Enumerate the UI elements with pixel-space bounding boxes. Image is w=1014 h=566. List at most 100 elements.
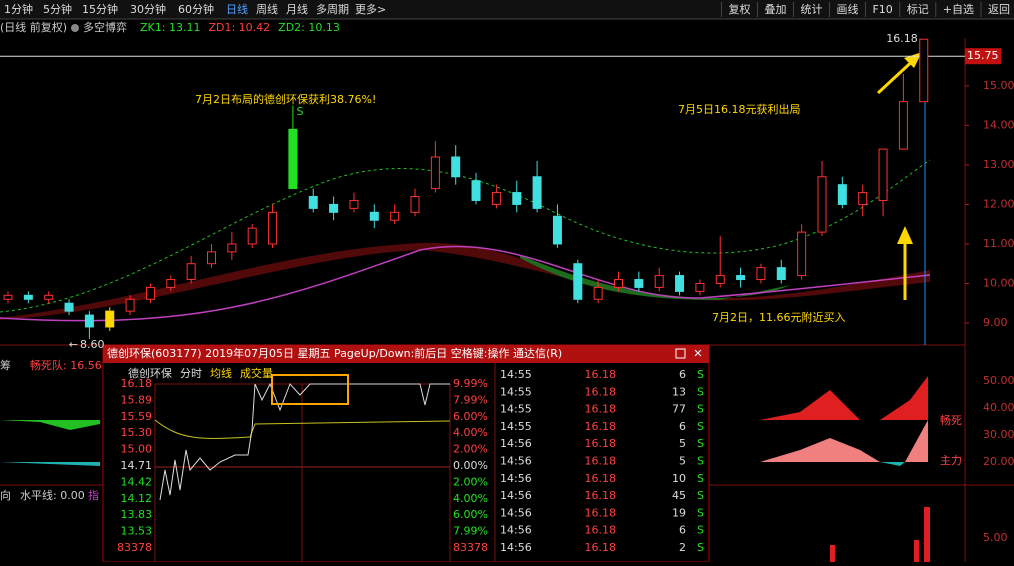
volume-bar [830, 545, 835, 562]
toolbar-button[interactable]: +自选 [943, 3, 974, 16]
candle-body [837, 184, 847, 205]
candle-body [451, 156, 461, 178]
panel-label: 畅死队: 16.56 [30, 358, 102, 372]
popup-left-tick: 13.53 [121, 525, 153, 538]
trade-price: 16.18 [585, 506, 617, 519]
panel-label: 畅死 [940, 413, 962, 427]
period-tab[interactable]: 多周期 [316, 2, 349, 16]
trade-price: 16.18 [585, 541, 617, 554]
trade-time: 14:56 [500, 455, 532, 468]
indicator-area [905, 420, 928, 462]
trade-time: 14:55 [500, 420, 532, 433]
trade-time: 14:56 [500, 541, 532, 554]
volume-bar [914, 540, 919, 562]
trade-side: S [697, 489, 704, 502]
candle-body [512, 192, 522, 205]
candle-body [491, 192, 501, 205]
trade-side: S [697, 541, 704, 554]
avg-line [154, 419, 451, 439]
popup-tab[interactable]: 分时 [180, 367, 202, 380]
candle-body [878, 148, 888, 201]
candle-body [736, 275, 746, 281]
trade-side: S [697, 455, 704, 468]
toolbar-button[interactable]: 统计 [800, 3, 822, 16]
panel-label: 向 [0, 488, 11, 502]
candle-body [105, 310, 115, 328]
toolbar-button[interactable]: 标记 [907, 2, 929, 16]
candle-body [44, 294, 54, 300]
popup-right-tick: 4.00% [453, 426, 488, 439]
toolbar [0, 0, 1014, 19]
candle-body [390, 211, 400, 221]
candle-body [797, 231, 807, 277]
chart-mode: (日线 前复权) [0, 20, 67, 34]
candle-body [349, 199, 359, 209]
trade-side: S [697, 506, 704, 519]
signal: S [297, 105, 304, 118]
annotation: 7月5日16.18元获利出局 [678, 102, 801, 116]
popup [102, 344, 710, 563]
candle-body [532, 176, 542, 209]
candle-body [288, 128, 298, 190]
popup-left-tick: 14.42 [121, 475, 153, 488]
indicator-value: ZK1: 13.11 [140, 21, 200, 34]
trade-side: S [697, 437, 704, 450]
trade-volume: 5 [679, 437, 686, 450]
trade-volume: 10 [672, 472, 686, 485]
trade-price: 16.18 [585, 420, 617, 433]
candle-body [145, 286, 155, 300]
candle-body [410, 196, 420, 213]
y-tick-label: 12.00 [983, 197, 1014, 210]
trade-price: 16.18 [585, 437, 617, 450]
trade-time: 14:56 [500, 472, 532, 485]
panel-label: 主力 [940, 454, 962, 467]
panel-tick: 20.00 [983, 455, 1014, 468]
trade-time: 14:56 [500, 437, 532, 450]
indicator-value: ZD1: 10.42 [208, 21, 270, 34]
period-tab[interactable]: 日线 [226, 2, 248, 16]
maximize-button[interactable] [675, 348, 686, 359]
popup-right-tick: 6.00% [453, 508, 488, 521]
period-tab[interactable]: 15分钟 [82, 2, 118, 16]
indicator-area [0, 420, 100, 430]
toolbar-button[interactable]: 返回 [988, 3, 1010, 16]
toolbar-button[interactable]: F10 [872, 3, 892, 16]
candle-body [430, 156, 440, 190]
period-tab[interactable]: 1分钟 [4, 2, 33, 16]
candle-body [64, 302, 74, 312]
popup-left-tick: 15.59 [121, 410, 153, 423]
candle-body [227, 243, 237, 253]
popup-right-tick: 2.00% [453, 475, 488, 488]
popup-tab[interactable]: 成交量 [240, 366, 273, 380]
period-tab[interactable]: 60分钟 [178, 2, 214, 16]
toolbar-button[interactable]: 叠加 [764, 3, 786, 16]
close-button[interactable]: ✕ [693, 347, 702, 360]
candle-body [471, 180, 481, 201]
period-tab[interactable]: 30分钟 [130, 2, 166, 16]
toolbar-button[interactable]: 复权 [728, 2, 750, 16]
popup-tab[interactable]: 德创环保 [128, 366, 172, 380]
trade-side: S [697, 368, 704, 381]
y-tick-label: 14.00 [983, 118, 1014, 131]
period-tab[interactable]: 5分钟 [43, 2, 72, 16]
candle-body [247, 227, 257, 245]
popup-tab[interactable]: 均线 [210, 366, 232, 380]
trade-side: S [697, 385, 704, 398]
trade-side: S [697, 420, 704, 433]
trade-volume: 13 [672, 385, 686, 398]
candle-body [308, 196, 318, 209]
candle-body [898, 101, 908, 150]
y-tick-label: 9.00 [983, 316, 1008, 329]
popup-right-tick: 6.00% [453, 410, 488, 423]
period-tab[interactable]: 周线 [256, 2, 278, 16]
candle-body [125, 298, 135, 312]
y-tick-label: 10.00 [983, 276, 1014, 289]
period-tab[interactable]: 月线 [286, 2, 308, 16]
annotation: 7月2日，11.66元附近买入 [712, 310, 846, 324]
candle-body [776, 267, 786, 281]
trade-time: 14:55 [500, 403, 532, 416]
period-tab[interactable]: 更多> [355, 2, 386, 16]
panel-tick: 40.00 [983, 401, 1014, 414]
toolbar-button[interactable]: 画线 [836, 2, 858, 16]
popup-left-tick: 13.83 [121, 508, 153, 521]
